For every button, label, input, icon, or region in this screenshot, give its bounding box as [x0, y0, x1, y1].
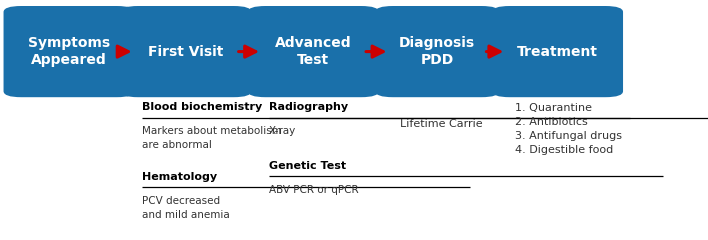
FancyBboxPatch shape — [120, 6, 251, 97]
Text: X-ray: X-ray — [269, 126, 296, 136]
FancyBboxPatch shape — [375, 6, 499, 97]
Text: Symptoms
Appeared: Symptoms Appeared — [28, 36, 110, 67]
FancyBboxPatch shape — [492, 6, 623, 97]
FancyBboxPatch shape — [248, 6, 379, 97]
Text: 1. Quarantine
2. Antibiotics
3. Antifungal drugs
4. Digestible food: 1. Quarantine 2. Antibiotics 3. Antifung… — [515, 103, 622, 155]
Text: First Visit: First Visit — [148, 45, 224, 59]
Text: ABV PCR or qPCR: ABV PCR or qPCR — [269, 185, 359, 195]
Text: Genetic Test: Genetic Test — [269, 161, 346, 171]
Text: Radiography: Radiography — [269, 102, 348, 112]
Text: PCV decreased
and mild anemia: PCV decreased and mild anemia — [142, 196, 229, 220]
Text: Hematology: Hematology — [142, 172, 217, 182]
Text: Markers about metabolism
are abnormal: Markers about metabolism are abnormal — [142, 126, 282, 150]
Text: Blood biochemistry: Blood biochemistry — [142, 102, 262, 112]
Text: Lifetime Carrie: Lifetime Carrie — [400, 119, 483, 129]
Text: Diagnosis
PDD: Diagnosis PDD — [399, 36, 475, 67]
Text: Treatment: Treatment — [517, 45, 598, 59]
FancyBboxPatch shape — [4, 6, 135, 97]
Text: Advanced
Test: Advanced Test — [275, 36, 352, 67]
